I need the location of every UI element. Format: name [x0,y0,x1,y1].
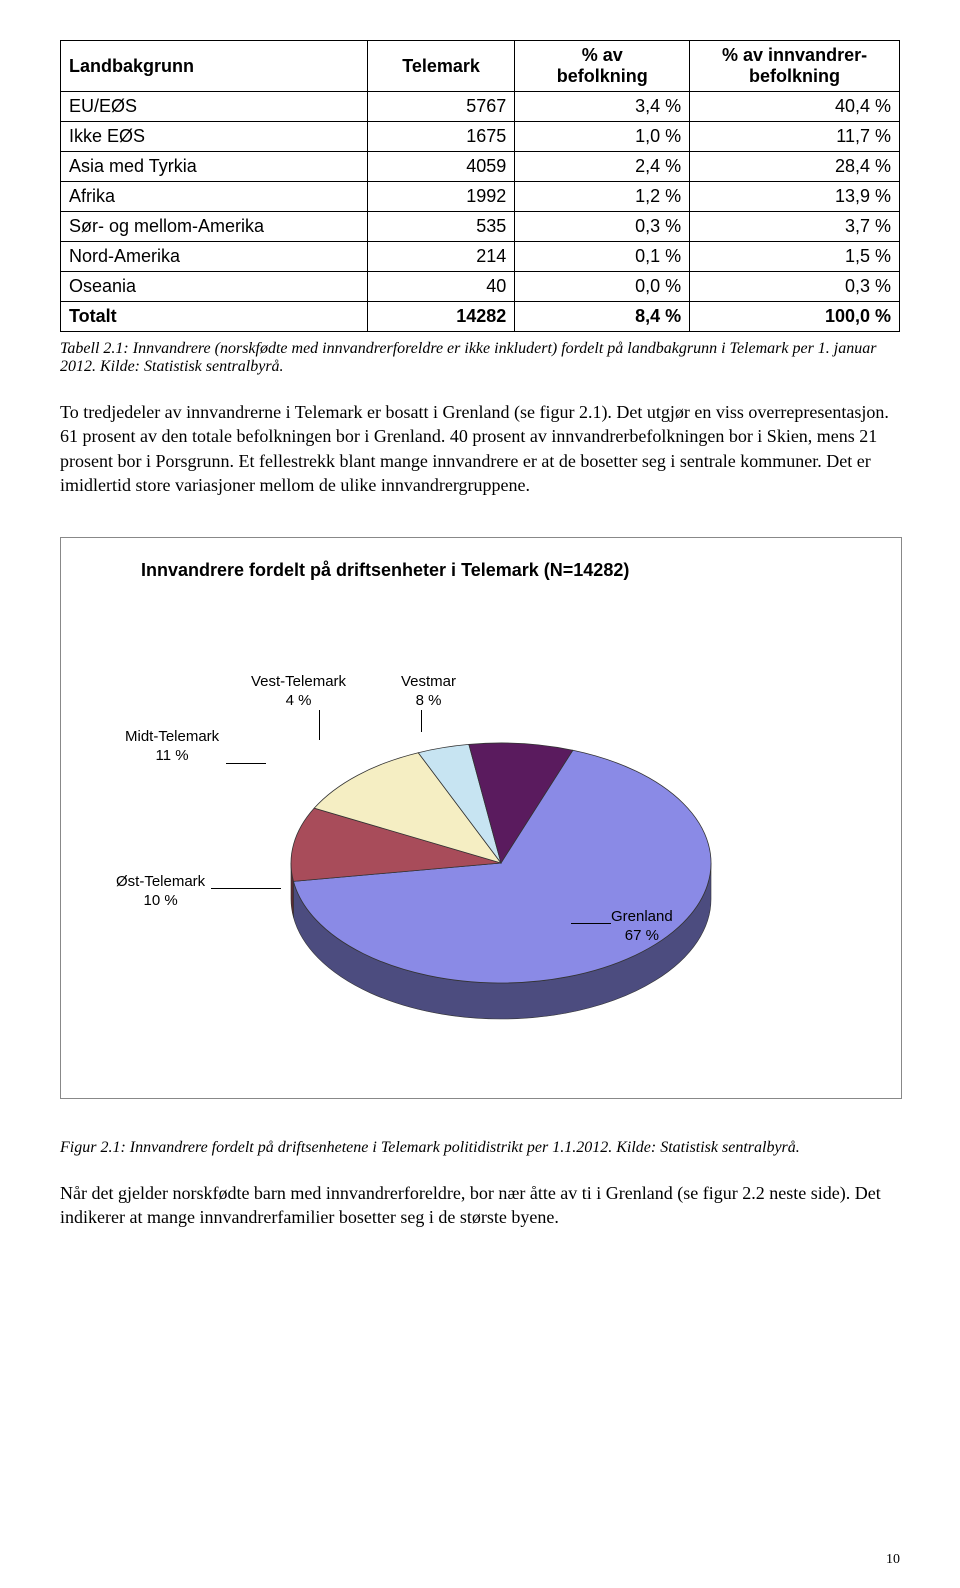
cell: 3,4 % [515,92,690,122]
label-vestmar: Vestmar8 % [401,673,456,711]
cell: 0,1 % [515,242,690,272]
cell: Afrika [61,182,368,212]
cell: Nord-Amerika [61,242,368,272]
th-telemark: Telemark [367,41,514,92]
cell: 2,4 % [515,152,690,182]
label-vest-telemark: Vest-Telemark4 % [251,673,346,711]
table-caption: Tabell 2.1: Innvandrere (norskfødte med … [60,340,900,376]
leader-vestmar [421,710,422,732]
leader-grenland [571,923,611,924]
cell: 3,7 % [690,212,900,242]
cell: 13,9 % [690,182,900,212]
table-row: Nord-Amerika2140,1 %1,5 % [61,242,900,272]
cell: 100,0 % [690,302,900,332]
cell: 1675 [367,122,514,152]
table-row: Asia med Tyrkia40592,4 %28,4 % [61,152,900,182]
cell: 4059 [367,152,514,182]
pie-chart [261,713,741,1048]
cell: Ikke EØS [61,122,368,152]
chart-title: Innvandrere fordelt på driftsenheter i T… [141,560,629,581]
cell: 28,4 % [690,152,900,182]
th-landbakgrunn: Landbakgrunn [61,41,368,92]
cell: 1,0 % [515,122,690,152]
leader-vest [319,710,320,740]
leader-ost [211,888,281,889]
cell: 1992 [367,182,514,212]
cell: Sør- og mellom-Amerika [61,212,368,242]
cell: Oseania [61,272,368,302]
table-row: Afrika19921,2 %13,9 % [61,182,900,212]
cell: 535 [367,212,514,242]
table-row: Oseania400,0 %0,3 % [61,272,900,302]
label-grenland: Grenland67 % [611,908,673,946]
table-total-row: Totalt142828,4 %100,0 % [61,302,900,332]
table-row: Sør- og mellom-Amerika5350,3 %3,7 % [61,212,900,242]
cell: 0,0 % [515,272,690,302]
cell: 11,7 % [690,122,900,152]
cell: 1,2 % [515,182,690,212]
landbakgrunn-table: Landbakgrunn Telemark % av befolkning % … [60,40,900,332]
cell: 0,3 % [690,272,900,302]
table-row: EU/EØS57673,4 %40,4 % [61,92,900,122]
pie-chart-box: Innvandrere fordelt på driftsenheter i T… [60,537,902,1099]
cell: 0,3 % [515,212,690,242]
cell: EU/EØS [61,92,368,122]
paragraph-2: Når det gjelder norskfødte barn med innv… [60,1181,900,1230]
figure-caption: Figur 2.1: Innvandrere fordelt på drifts… [60,1139,900,1157]
cell: 8,4 % [515,302,690,332]
cell: Totalt [61,302,368,332]
cell: 214 [367,242,514,272]
cell: 14282 [367,302,514,332]
th-pct-innvandrer: % av innvandrer- befolkning [690,41,900,92]
table-row: Ikke EØS16751,0 %11,7 % [61,122,900,152]
label-ost-telemark: Øst-Telemark10 % [116,873,205,911]
th-pct-befolkning: % av befolkning [515,41,690,92]
cell: Asia med Tyrkia [61,152,368,182]
page-number: 10 [886,1552,900,1568]
cell: 40,4 % [690,92,900,122]
cell: 1,5 % [690,242,900,272]
cell: 5767 [367,92,514,122]
leader-midt [226,763,266,764]
cell: 40 [367,272,514,302]
paragraph-1: To tredjedeler av innvandrerne i Telemar… [60,400,900,497]
label-midt-telemark: Midt-Telemark11 % [125,728,219,766]
